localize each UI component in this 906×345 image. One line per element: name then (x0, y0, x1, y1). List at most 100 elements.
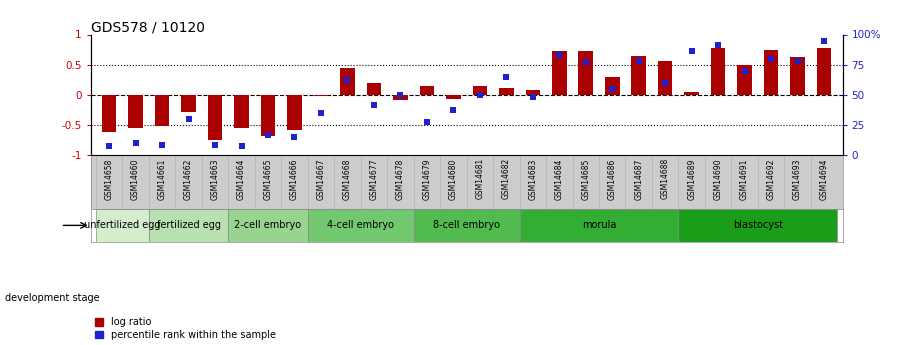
Point (737, 68, 752, 73)
Bar (207, 95, 222, 140)
Point (446, 107, 460, 112)
Text: GSM14680: GSM14680 (448, 158, 458, 199)
Text: GSM14694: GSM14694 (820, 158, 829, 200)
Text: GSM14689: GSM14689 (687, 158, 696, 199)
Text: GSM14678: GSM14678 (396, 158, 405, 199)
Bar (340, 68, 355, 95)
Text: GSM14666: GSM14666 (290, 158, 299, 200)
Text: GSM14661: GSM14661 (158, 158, 167, 199)
Bar (684, 92, 699, 95)
Bar (313, 95, 328, 96)
Bar (308, 209, 414, 242)
Point (525, 95, 540, 100)
Text: GDS578 / 10120: GDS578 / 10120 (91, 20, 205, 34)
Bar (393, 95, 408, 100)
Bar (181, 95, 196, 112)
Bar (499, 88, 514, 95)
Point (235, 143, 249, 149)
Point (313, 110, 328, 116)
Bar (790, 58, 805, 95)
Text: GSM14662: GSM14662 (184, 158, 193, 199)
Text: GSM14663: GSM14663 (210, 158, 219, 200)
Bar (228, 209, 308, 242)
Text: GSM14664: GSM14664 (237, 158, 246, 200)
Bar (367, 83, 381, 95)
Bar (419, 86, 434, 95)
Bar (605, 77, 620, 95)
Text: GSM14688: GSM14688 (660, 158, 670, 199)
Text: GSM14690: GSM14690 (714, 158, 723, 200)
Point (684, 49, 699, 54)
Text: fertilized egg: fertilized egg (157, 220, 220, 230)
Bar (235, 95, 249, 128)
Point (473, 92, 487, 98)
Point (101, 143, 116, 149)
Bar (817, 48, 832, 95)
Bar (519, 209, 679, 242)
Text: development stage: development stage (5, 294, 99, 303)
Text: GSM14692: GSM14692 (766, 158, 776, 199)
Bar (96, 209, 149, 242)
Bar (525, 90, 540, 95)
Text: GSM14665: GSM14665 (264, 158, 273, 200)
Text: 4-cell embryo: 4-cell embryo (327, 220, 394, 230)
Point (790, 58, 805, 64)
Bar (631, 56, 646, 95)
Text: GSM14687: GSM14687 (634, 158, 643, 199)
Text: GSM14667: GSM14667 (316, 158, 325, 200)
Point (393, 92, 408, 98)
Point (552, 52, 566, 58)
Text: unfertilized egg: unfertilized egg (84, 220, 160, 230)
Text: GSM14679: GSM14679 (422, 158, 431, 200)
Bar (679, 209, 837, 242)
Point (711, 43, 726, 48)
Text: GSM14685: GSM14685 (582, 158, 590, 199)
Point (340, 78, 354, 83)
Bar (414, 209, 519, 242)
Point (155, 142, 169, 147)
Point (261, 132, 275, 138)
Point (287, 135, 302, 140)
Text: GSM14658: GSM14658 (104, 158, 113, 199)
Text: GSM14684: GSM14684 (554, 158, 564, 199)
Text: GSM14693: GSM14693 (793, 158, 802, 200)
Point (419, 119, 434, 124)
Point (129, 141, 143, 146)
Text: GSM14668: GSM14668 (343, 158, 352, 199)
Bar (711, 48, 726, 95)
Point (658, 80, 672, 86)
Bar (737, 65, 752, 95)
Bar (155, 95, 169, 126)
Bar (578, 51, 593, 95)
Point (579, 60, 593, 65)
Point (631, 58, 646, 64)
Bar (129, 95, 143, 128)
Text: blastocyst: blastocyst (733, 220, 783, 230)
Bar (287, 95, 302, 130)
Point (817, 38, 832, 43)
Bar (149, 209, 228, 242)
Point (499, 74, 514, 80)
Legend: log ratio, percentile rank within the sample: log ratio, percentile rank within the sa… (95, 317, 276, 340)
Bar (473, 86, 487, 95)
Text: morula: morula (582, 220, 616, 230)
Text: GSM14677: GSM14677 (370, 158, 379, 200)
Text: GSM14660: GSM14660 (131, 158, 140, 200)
Bar (446, 95, 460, 99)
Text: 8-cell embryo: 8-cell embryo (433, 220, 500, 230)
Bar (764, 50, 778, 95)
Bar (101, 95, 116, 132)
Text: GSM14681: GSM14681 (476, 158, 485, 199)
Point (181, 116, 196, 122)
Point (764, 56, 778, 61)
Text: 2-cell embryo: 2-cell embryo (235, 220, 302, 230)
Text: GSM14683: GSM14683 (528, 158, 537, 199)
Point (367, 102, 381, 107)
Text: GSM14686: GSM14686 (608, 158, 617, 199)
Bar (552, 51, 566, 95)
Point (605, 86, 620, 92)
Point (207, 142, 222, 147)
Bar (658, 61, 672, 95)
Text: GSM14682: GSM14682 (502, 158, 511, 199)
Bar (261, 95, 275, 136)
